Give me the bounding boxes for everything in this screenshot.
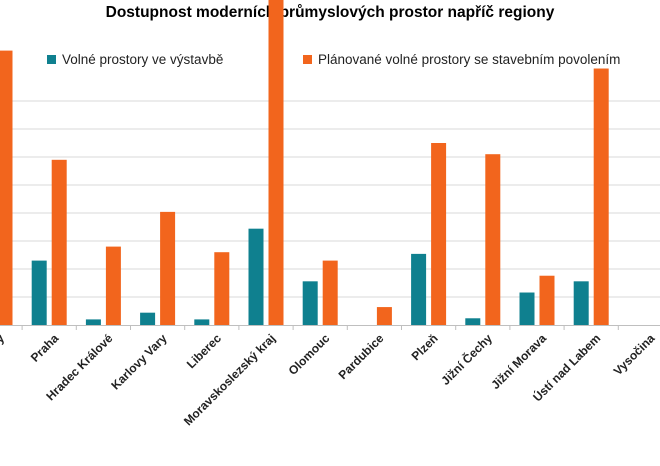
bar-series-1-3 [140,312,156,325]
bar-series-2-4 [214,252,230,325]
bar-series-1-4 [194,319,210,325]
bar-series-2-9 [485,154,501,325]
x-tick-label: Jižní Čechy [438,330,496,388]
chart-title: Dostupnost moderních průmyslových prosto… [105,4,555,21]
bar-series-1-2 [85,319,101,325]
bar-series-1-1 [31,260,47,325]
bar-series-2-6 [322,260,338,325]
legend-swatch-series-2 [303,55,312,64]
bar-series-1-6 [302,281,318,325]
x-tick-label: Pardubice [336,331,387,382]
legend-item-series-2: Plánované volné prostory se stavebním po… [303,52,620,67]
x-tick-label: Střední Čechy [0,330,7,398]
legend-item-series-1: Volné prostory ve výstavbě [47,52,223,67]
bar-series-1-10 [519,292,535,325]
bar-series-2-0 [0,50,13,325]
bar-series-1-5 [248,228,264,325]
bar-series-1-9 [465,318,481,325]
bar-series-1-11 [573,281,589,325]
bar-series-2-5 [268,0,284,325]
bar-series-2-3 [160,211,176,325]
x-tick-label: Moravskoslezský kraj [181,331,278,428]
bar-series-2-11 [593,68,609,326]
x-tick-label: Plzeň [409,331,441,363]
x-tick-label: Olomouc [286,331,333,378]
bar-series-2-8 [431,143,447,325]
x-tick-label: Praha [28,331,62,365]
bar-series-1-8 [411,253,427,325]
bar-series-2-10 [539,275,555,325]
legend-label-series-2: Plánované volné prostory se stavebním po… [318,52,621,67]
x-tick-label: Karlovy Vary [108,331,170,393]
x-tick-label: Jižní Morava [488,331,549,392]
legend-label-series-1: Volné prostory ve výstavbě [62,52,224,67]
bar-series-2-7 [376,307,392,325]
x-tick-label: Liberec [184,331,224,371]
x-tick-label: Vysočina [611,331,658,378]
bar-series-2-1 [51,159,67,325]
bar-series-2-2 [105,246,121,325]
legend-swatch-series-1 [47,55,56,64]
